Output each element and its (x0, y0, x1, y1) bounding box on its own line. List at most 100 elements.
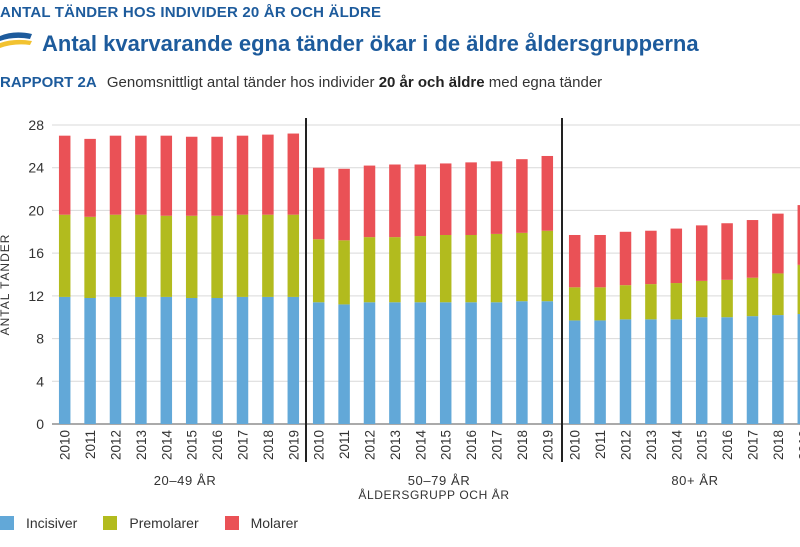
group-label: 80+ ÅR (671, 473, 718, 488)
bar-segment (414, 302, 427, 424)
bar-segment (160, 135, 173, 216)
legend-item-molarer: Molarer (224, 515, 299, 531)
bar-segment (568, 234, 581, 288)
bar-segment (389, 302, 401, 424)
x-tick-label: 2012 (619, 430, 634, 460)
subtitle-pre: Genomsnittligt antal tänder hos individe… (106, 74, 379, 91)
x-tick-label: 2015 (185, 430, 200, 460)
bar-segment (211, 136, 223, 216)
x-tick-label: 2012 (109, 430, 124, 460)
bar-segment (695, 225, 708, 281)
legend-label-incisiver: Incisiver (26, 515, 78, 531)
bar-segment (695, 280, 708, 318)
bar-segment (541, 301, 554, 424)
bar-segment (58, 135, 71, 215)
bar-segment (312, 302, 325, 424)
x-tick-label: 2013 (134, 430, 149, 460)
bar-segment (645, 284, 657, 320)
bar-segment (135, 214, 147, 297)
x-tick-label: 2014 (669, 430, 684, 461)
bar-segment (797, 264, 800, 315)
bar-segment (109, 296, 122, 424)
x-tick-label: 2010 (568, 430, 583, 460)
bar-segment (721, 223, 733, 280)
x-tick-label: 2019 (796, 430, 800, 460)
y-tick-label: 0 (36, 416, 44, 432)
chart-legend: Incisiver Premolarer Molarer (0, 515, 324, 531)
y-tick-label: 4 (36, 373, 44, 389)
x-tick-label: 2016 (210, 430, 225, 460)
bar-segment (58, 296, 71, 424)
bar-segment (772, 213, 784, 274)
legend-item-premolarer: Premolarer (103, 515, 199, 531)
bar-segment (670, 283, 683, 320)
bar-segment (439, 163, 452, 235)
bar-segment (414, 164, 427, 237)
group-label: 50–79 ÅR (408, 473, 471, 488)
bar-segment (236, 214, 249, 297)
bar-segment (287, 133, 300, 215)
x-tick-label: 2016 (720, 430, 735, 460)
bar-segment (262, 134, 274, 215)
bar-segment (287, 296, 300, 424)
bar-segment (135, 135, 147, 215)
bar-segment (568, 287, 581, 321)
bar-segment (160, 215, 173, 297)
bar-segment (465, 234, 477, 303)
chart-title: Antal kvarvarande egna tänder ökar i de … (42, 31, 699, 56)
chart-subtitle: RAPPORT 2A Genomsnittligt antal tänder h… (0, 74, 602, 91)
x-tick-label: 2010 (312, 430, 327, 460)
bar-segment (746, 277, 759, 317)
bar-segment (185, 297, 198, 424)
bar-segment (721, 317, 733, 424)
bar-segment (109, 214, 122, 297)
subtitle-post: med egna tänder (484, 74, 603, 91)
bar-segment (389, 237, 401, 303)
legend-label-molarer: Molarer (250, 515, 299, 531)
bar-segment (84, 216, 96, 298)
x-tick-label: 2014 (159, 430, 174, 461)
bar-segment (541, 230, 554, 302)
bar-segment (439, 234, 452, 303)
legend-swatch-premolarer (103, 516, 118, 530)
bar-segment (58, 214, 71, 297)
x-tick-label: 2013 (388, 430, 403, 460)
bar-segment (516, 232, 528, 302)
x-tick-label: 2016 (464, 430, 479, 460)
x-tick-label: 2011 (337, 430, 352, 459)
bar-segment (363, 302, 376, 424)
x-tick-label: 2017 (746, 430, 761, 460)
logo-icon (0, 32, 32, 48)
legend-swatch-molarer (224, 516, 239, 530)
y-tick-label: 28 (28, 117, 44, 133)
x-tick-label: 2010 (58, 430, 73, 460)
bar-segment (465, 302, 477, 424)
x-tick-label: 2017 (490, 430, 505, 460)
bar-segment (568, 320, 581, 424)
bar-segment (185, 136, 198, 216)
bar-segment (84, 138, 96, 217)
bar-segment (389, 164, 401, 238)
x-axis-label: ÅLDERSGRUPP OCH ÅR (358, 487, 509, 502)
bar-segment (287, 214, 300, 297)
bar-segment (338, 168, 350, 241)
x-tick-label: 2017 (236, 430, 251, 460)
bar-segment (645, 319, 657, 424)
bar-segment (109, 135, 122, 215)
bar-segment (670, 319, 683, 424)
legend-label-premolarer: Premolarer (129, 515, 199, 531)
report-tag: RAPPORT 2A (0, 74, 97, 91)
bar-segment (312, 239, 325, 303)
bar-segment (746, 220, 759, 278)
bar-segment (594, 234, 606, 288)
bar-segment (236, 135, 249, 215)
bar-segment (236, 296, 249, 424)
bar-segment (619, 319, 632, 424)
bar-segment (670, 228, 683, 284)
bar-segment (541, 155, 554, 231)
bar-segment (797, 205, 800, 265)
legend-swatch-incisiver (0, 516, 14, 530)
bar-segment (645, 230, 657, 285)
chart-kicker: ANTAL TÄNDER HOS INDIVIDER 20 ÅR OCH ÄLD… (0, 4, 382, 21)
bar-segment (516, 301, 528, 424)
